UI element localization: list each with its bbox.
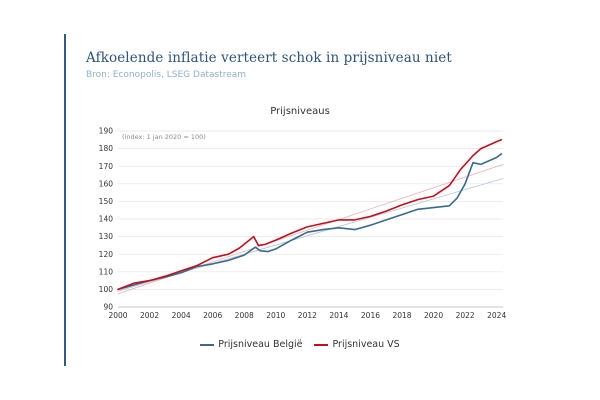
x-tick-label: 2016 [361,311,380,320]
legend-swatch-belgium [200,343,215,346]
us-price-line [117,139,503,291]
y-tick-label: 150 [99,197,114,206]
x-tick-label: 2010 [266,311,285,320]
y-tick-label: 190 [99,127,114,136]
x-tick-label: 2008 [235,311,254,320]
page-title: Afkoelende inflatie verteert schok in pr… [86,50,452,66]
x-tick-label: 2024 [487,311,506,320]
legend-item-belgium: Prijsniveau België [200,339,302,350]
x-tick-label: 2014 [329,311,348,320]
chart-legend: Prijsniveau België Prijsniveau VS [0,339,600,350]
y-tick-label: 140 [99,215,114,224]
x-tick-label: 2018 [392,311,411,320]
y-tick-label: 180 [99,144,114,153]
y-tick-label: 90 [103,303,113,312]
x-tick-label: 2002 [140,311,159,320]
x-tick-label: 2020 [424,311,443,320]
y-tick-label: 170 [99,162,114,171]
x-tick-label: 2022 [456,311,475,320]
legend-swatch-us [314,343,329,346]
legend-label-belgium: Prijsniveau België [218,339,303,350]
x-tick-label: 2000 [108,311,127,320]
belgium-price-line [117,153,503,291]
y-tick-label: 160 [99,179,114,188]
accent-rule [64,34,66,366]
y-tick-label: 130 [99,232,114,241]
x-tick-label: 2006 [203,311,222,320]
x-tick-label: 2004 [172,311,191,320]
legend-label-us: Prijsniveau VS [332,339,400,350]
y-tick-label: 100 [99,285,114,294]
source-note: Bron: Econopolis, LSEG Datastream [86,70,247,80]
chart-title: Prijsniveaus [270,106,330,117]
y-tick-label: 120 [99,250,114,259]
index-note: (index: 1 jan 2020 = 100) [122,133,206,141]
y-tick-label: 110 [99,267,114,276]
legend-item-us: Prijsniveau VS [314,339,400,350]
x-tick-label: 2012 [298,311,317,320]
